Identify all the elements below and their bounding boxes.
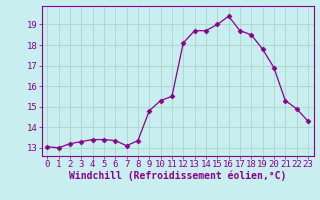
X-axis label: Windchill (Refroidissement éolien,°C): Windchill (Refroidissement éolien,°C) <box>69 171 286 181</box>
